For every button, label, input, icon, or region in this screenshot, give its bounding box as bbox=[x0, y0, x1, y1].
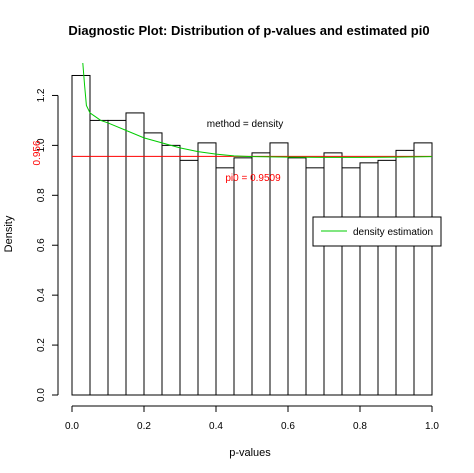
x-tick-label: 0.4 bbox=[209, 421, 223, 432]
x-tick-label: 0.0 bbox=[65, 421, 79, 432]
histogram-bar bbox=[215, 167, 235, 396]
legend: density estimation bbox=[312, 216, 442, 247]
x-tick-label: 0.8 bbox=[353, 421, 367, 432]
histogram-bar bbox=[89, 119, 109, 396]
y-axis: 0.0 0.2 0.4 0.6 0.8 1.0 1.2 bbox=[36, 88, 59, 402]
histogram-bar bbox=[395, 149, 415, 396]
y-tick-label: 1.0 bbox=[36, 138, 47, 152]
y-tick-label: 0.6 bbox=[36, 238, 47, 252]
y-tick-label: 0.0 bbox=[36, 388, 47, 402]
x-axis-label: p-values bbox=[229, 447, 271, 459]
histogram-bar bbox=[323, 152, 343, 396]
histogram-bar bbox=[143, 132, 163, 396]
histogram-bar bbox=[233, 157, 253, 396]
pi0-annotation: pi0 = 0.9509 bbox=[225, 173, 281, 184]
y-tick-label: 0.2 bbox=[36, 338, 47, 352]
histogram-bar bbox=[251, 152, 271, 396]
x-tick-label: 1.0 bbox=[425, 421, 439, 432]
histogram-bar bbox=[377, 159, 397, 396]
legend-label-density-estimation: density estimation bbox=[353, 227, 433, 238]
histogram-bar bbox=[125, 112, 145, 396]
pi0-axis-label: 0.956 bbox=[32, 140, 43, 165]
x-tick-label: 0.2 bbox=[137, 421, 151, 432]
histogram-bar bbox=[197, 142, 217, 396]
histogram-bar bbox=[305, 167, 325, 396]
y-axis-label: Density bbox=[3, 215, 15, 252]
x-axis: 0.0 0.2 0.4 0.6 0.8 1.0 bbox=[65, 405, 439, 432]
histogram-bars bbox=[71, 74, 433, 396]
histogram-bar bbox=[161, 144, 181, 396]
y-tick-label: 0.4 bbox=[36, 288, 47, 302]
histogram-bar bbox=[341, 167, 361, 396]
histogram-bar bbox=[71, 74, 91, 396]
histogram-bar bbox=[413, 142, 433, 396]
histogram-bar bbox=[287, 157, 307, 396]
overlay-lines bbox=[72, 62, 433, 158]
histogram-bar bbox=[179, 159, 199, 396]
y-tick-label: 0.8 bbox=[36, 188, 47, 202]
x-tick-label: 0.6 bbox=[281, 421, 295, 432]
density-estimation-line bbox=[82, 62, 433, 158]
y-tick-label: 1.2 bbox=[36, 88, 47, 102]
chart-title: Diagnostic Plot: Distribution of p-value… bbox=[68, 23, 429, 38]
histogram-bar bbox=[359, 162, 379, 396]
method-annotation: method = density bbox=[207, 119, 283, 130]
histogram-bar bbox=[107, 119, 127, 396]
